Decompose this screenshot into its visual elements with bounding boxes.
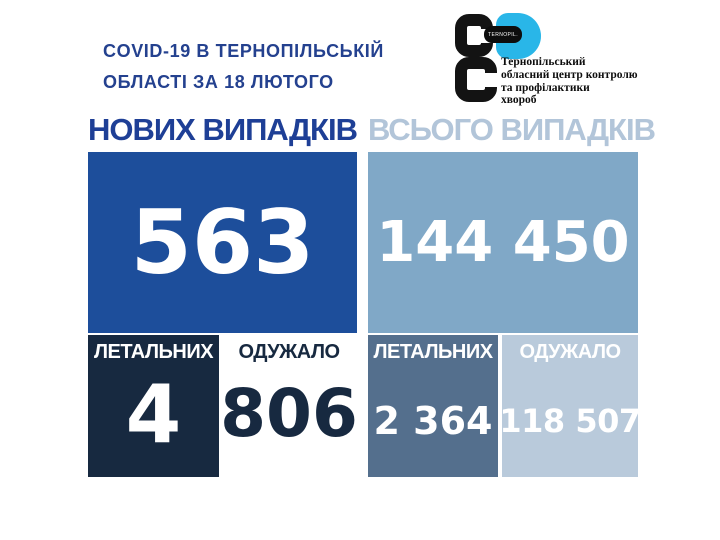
new-recovered-cell: ОДУЖАЛО 806 [220, 335, 358, 477]
ternopil-badge: TERNOPIL. [484, 26, 522, 43]
org-name: Тернопільський обласний центр контролю т… [501, 56, 661, 107]
new-lethal-label: ЛЕТАЛЬНИХ [93, 341, 214, 363]
org-name-line: обласний центр контролю [501, 68, 638, 81]
total-lethal-value: 2 364 [373, 398, 493, 443]
org-name-line: та профілактики [501, 81, 590, 94]
total-lethal-cell: ЛЕТАЛЬНИХ 2 364 [368, 335, 498, 477]
new-cases-value: 563 [130, 191, 315, 294]
total-cases-value: 144 450 [376, 210, 630, 275]
new-lethal-cell: ЛЕТАЛЬНИХ 4 [88, 335, 219, 477]
new-recovered-label: ОДУЖАЛО [238, 341, 340, 363]
new-cases-header: НОВИХ ВИПАДКІВ [88, 112, 358, 147]
logo-letter-c-top-icon [455, 14, 493, 57]
total-recovered-label: ОДУЖАЛО [519, 341, 621, 363]
total-cases-box: 144 450 [368, 152, 638, 333]
total-recovered-cell: ОДУЖАЛО 118 507 [499, 335, 641, 477]
total-lethal-label: ЛЕТАЛЬНИХ [373, 341, 493, 363]
org-name-line: Тернопільський [501, 56, 586, 68]
total-recovered-value: 118 507 [499, 401, 641, 440]
total-cases-header: ВСЬОГО ВИПАДКІВ [368, 112, 656, 147]
logo-letter-c-bottom-icon [455, 57, 497, 102]
title-line-1: COVID-19 В ТЕРНОПІЛЬСЬКІЙ [103, 41, 384, 61]
title-line-2: ОБЛАСТІ ЗА 18 ЛЮТОГО [103, 72, 334, 92]
new-lethal-value: 4 [125, 368, 182, 461]
new-recovered-value: 806 [220, 375, 358, 452]
org-name-line: хвороб [501, 94, 537, 107]
new-cases-box: 563 [88, 152, 357, 333]
page-title: COVID-19 В ТЕРНОПІЛЬСЬКІЙ ОБЛАСТІ ЗА 18 … [103, 36, 384, 98]
